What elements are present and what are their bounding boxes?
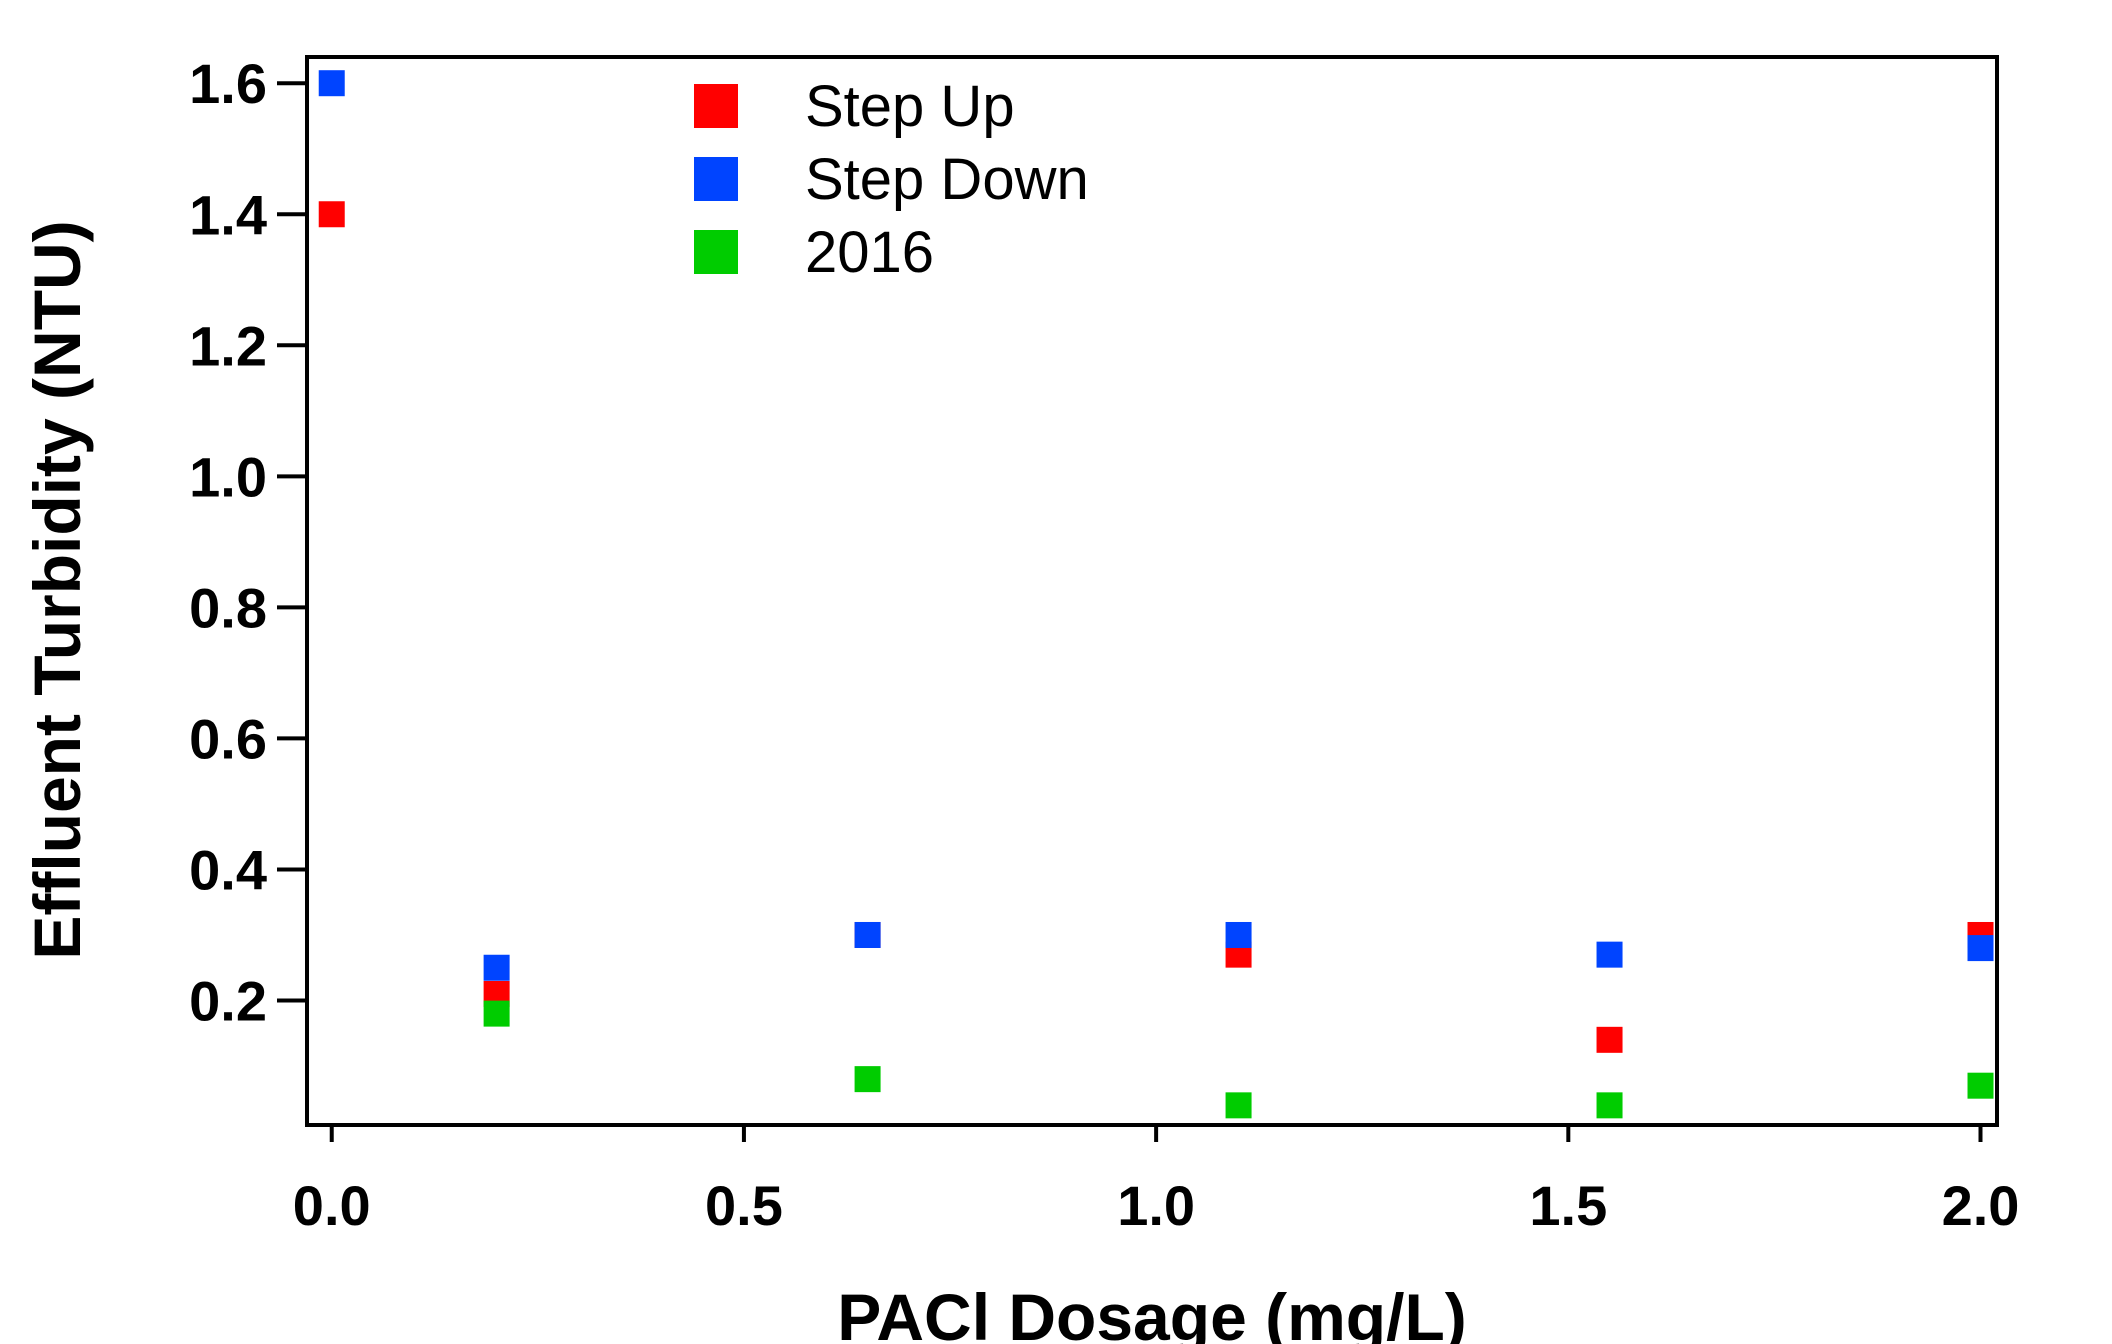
legend-label: Step Up <box>805 74 1015 139</box>
y-tick-label: 1.2 <box>189 314 267 377</box>
legend-label: Step Down <box>805 147 1089 212</box>
x-tick-label: 2.0 <box>1942 1174 2020 1237</box>
y-axis-ticks: 0.2 0.4 0.6 0.8 1.0 1.2 1.4 1.6 <box>189 52 307 1033</box>
x-tick-label: 1.5 <box>1529 1174 1607 1237</box>
data-point <box>483 954 510 981</box>
legend: Step Up Step Down 2016 <box>694 74 1089 285</box>
x-tick-label: 0.5 <box>705 1174 783 1237</box>
data-point <box>1225 1092 1252 1119</box>
data-point <box>1596 1092 1623 1119</box>
y-tick-label: 0.4 <box>189 838 267 901</box>
data-point <box>1596 1026 1623 1053</box>
y-axis-title: Effluent Turbidity (NTU) <box>20 220 94 959</box>
x-axis-ticks: 0.0 0.5 1.0 1.5 2.0 <box>293 1125 2020 1237</box>
data-markers <box>318 70 1994 1119</box>
legend-swatch <box>694 157 738 201</box>
y-tick-label: 0.2 <box>189 970 267 1033</box>
y-tick-label: 0.6 <box>189 707 267 770</box>
data-point <box>854 921 881 948</box>
y-tick-label: 1.6 <box>189 52 267 115</box>
data-point <box>318 70 345 97</box>
data-point <box>1225 921 1252 948</box>
legend-swatch <box>694 84 738 128</box>
plot-area: 0.0 0.5 1.0 1.5 2.0 0.2 0.4 0.6 0.8 1.0 1.2 1.4 1.6 <box>189 52 2019 1237</box>
legend-label: 2016 <box>805 220 934 285</box>
x-tick-label: 0.0 <box>293 1174 371 1237</box>
data-point <box>854 1066 881 1093</box>
data-point <box>483 1000 510 1027</box>
data-point <box>318 201 345 228</box>
data-point <box>1596 941 1623 968</box>
legend-swatch <box>694 230 738 274</box>
data-point <box>1967 935 1994 962</box>
data-point <box>1967 1072 1994 1099</box>
y-tick-label: 1.0 <box>189 445 267 508</box>
y-tick-label: 1.4 <box>189 183 267 246</box>
y-tick-label: 0.8 <box>189 576 267 639</box>
x-tick-label: 1.0 <box>1117 1174 1195 1237</box>
x-axis-title: PACl Dosage (mg/L) <box>837 1280 1466 1344</box>
plot-frame <box>305 55 1999 1127</box>
